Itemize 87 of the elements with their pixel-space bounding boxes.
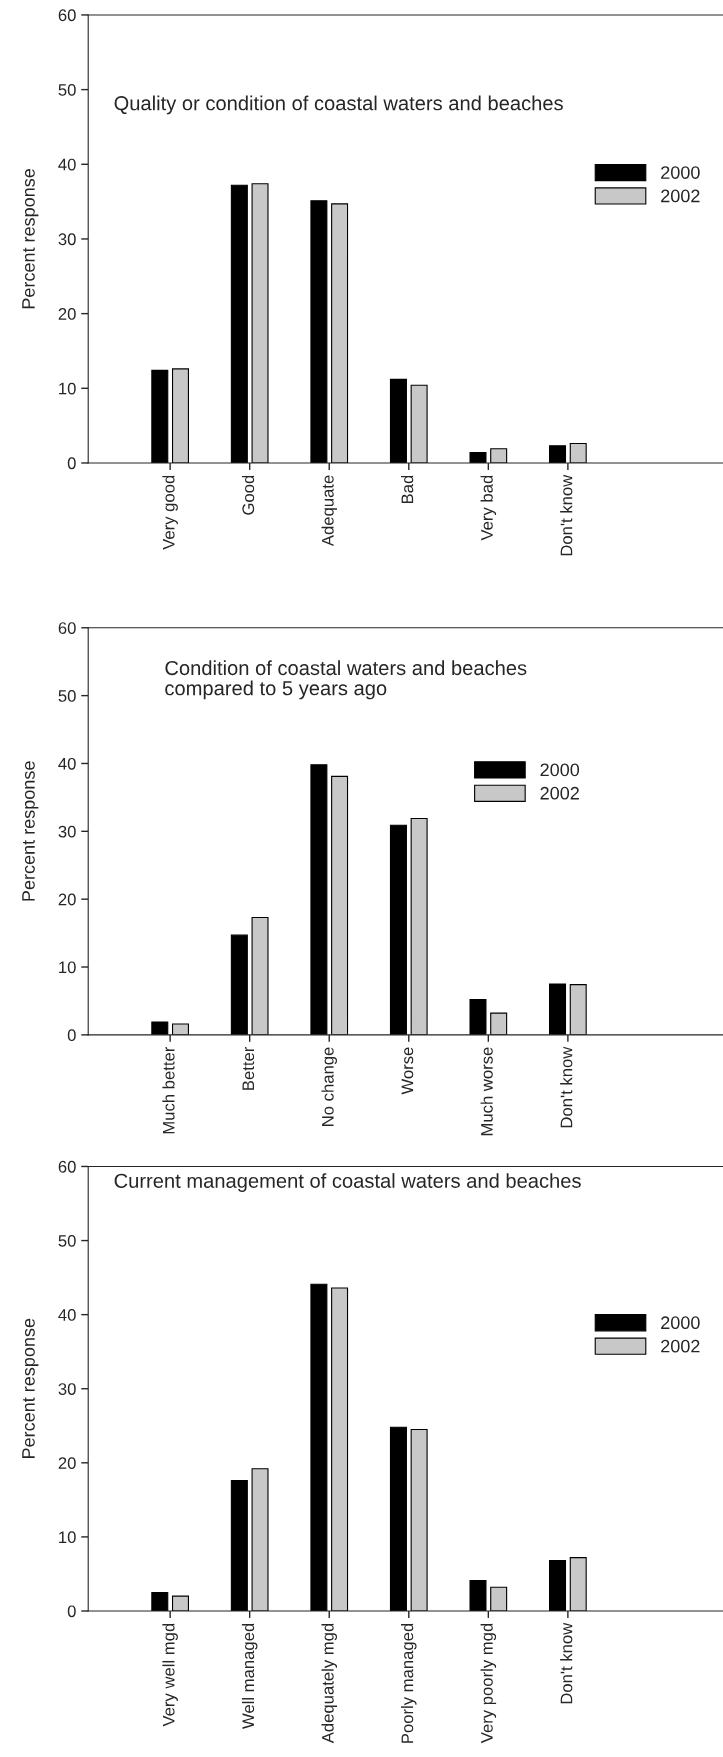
x-tick-label: Adequate <box>321 475 338 547</box>
legend-label: 2000 <box>661 166 700 179</box>
bar <box>410 1428 428 1611</box>
y-tick-label: 10 <box>59 382 76 395</box>
y-axis-title: Percent response <box>22 761 39 901</box>
bar <box>151 1591 169 1611</box>
x-tick-label: Don't know <box>560 474 573 556</box>
y-tick-label: 60 <box>58 9 76 22</box>
y-tick-label: 30 <box>58 1383 76 1395</box>
bar <box>569 442 587 463</box>
bar <box>389 1426 407 1611</box>
text: Quality or condition of coastal waters and beaches <box>114 95 563 115</box>
x-tick-label: Well managed <box>241 1623 258 1729</box>
legend-label: 2002 <box>661 189 700 203</box>
y-tick-label: 50 <box>58 84 76 96</box>
bar <box>331 775 349 1035</box>
bar <box>171 1023 189 1035</box>
bar <box>410 384 428 463</box>
bar <box>251 183 269 463</box>
bar <box>230 1480 248 1611</box>
legend-label: 2002 <box>540 786 579 800</box>
y-axis-title: Percent response <box>22 168 39 309</box>
x-tick-label: Worse <box>401 1047 414 1095</box>
x-tick-label: Bad <box>401 475 414 504</box>
y-tick-label: 20 <box>58 308 76 320</box>
y-tick-label: 50 <box>58 1234 76 1247</box>
text: Condition of coastal waters and beaches compared to 5 years ago <box>165 660 527 700</box>
y-tick-label: 20 <box>58 1457 76 1470</box>
x-tick-label: Don't know <box>560 1622 573 1704</box>
legend-label: 2000 <box>540 763 580 777</box>
y-tick-label: 40 <box>58 757 76 770</box>
bar <box>490 1012 508 1035</box>
y-tick-label: 20 <box>58 893 76 906</box>
x-tick-label: Adequately mgd <box>321 1623 338 1744</box>
bar <box>389 378 407 463</box>
y-tick-label: 50 <box>58 690 76 702</box>
y-tick-label: 60 <box>58 622 76 634</box>
bar <box>569 984 587 1035</box>
y-tick-label: 10 <box>59 961 76 974</box>
bar <box>151 1021 169 1035</box>
y-tick-label: 40 <box>58 158 76 171</box>
bar <box>251 1468 269 1611</box>
bar <box>469 451 487 463</box>
bar <box>389 824 407 1035</box>
bar <box>171 368 189 463</box>
y-tick-label: 0 <box>67 1605 76 1618</box>
x-tick-label: Poorly managed <box>401 1623 417 1743</box>
bar <box>310 764 328 1035</box>
x-tick-label: Very good <box>162 475 178 550</box>
bar <box>490 1586 508 1611</box>
chart-title: Current management of coastal waters and beaches <box>114 1173 581 1192</box>
bar <box>549 1560 567 1611</box>
bar <box>469 999 487 1035</box>
y-tick-label: 40 <box>58 1309 76 1321</box>
x-tick-label: Much better <box>162 1046 175 1134</box>
y-tick-label: 10 <box>59 1531 76 1544</box>
x-tick-label: No change <box>321 1047 338 1126</box>
y-tick-label: 0 <box>67 457 76 470</box>
bar <box>469 1580 487 1611</box>
x-tick-label: Very poorly mgd <box>480 1623 497 1744</box>
x-tick-label: Very bad <box>480 475 497 541</box>
bar <box>410 817 428 1035</box>
bar <box>230 934 248 1035</box>
bar <box>490 448 508 463</box>
bar <box>151 369 169 463</box>
bar <box>549 445 567 463</box>
x-tick-label: Don't know <box>560 1046 573 1128</box>
y-axis-title: Percent response <box>22 1318 39 1459</box>
x-tick-label: Better <box>242 1046 255 1090</box>
bar <box>331 1287 349 1611</box>
x-tick-label: Good <box>241 475 255 515</box>
y-tick-label: 30 <box>58 825 76 838</box>
bar <box>171 1595 189 1611</box>
x-tick-label: Much worse <box>480 1047 493 1136</box>
bar <box>549 983 567 1035</box>
x-tick-label: Very well mgd <box>162 1623 178 1727</box>
bar <box>310 200 328 463</box>
legend-label: 2002 <box>661 1339 700 1353</box>
bar <box>230 184 248 463</box>
bar <box>251 916 269 1035</box>
y-tick-label: 0 <box>67 1029 76 1042</box>
bar <box>310 1283 328 1611</box>
y-tick-label: 30 <box>58 233 76 246</box>
bar <box>569 1557 587 1611</box>
bar <box>331 203 349 463</box>
legend-label: 2000 <box>661 1316 700 1330</box>
y-tick-label: 60 <box>58 1160 76 1173</box>
